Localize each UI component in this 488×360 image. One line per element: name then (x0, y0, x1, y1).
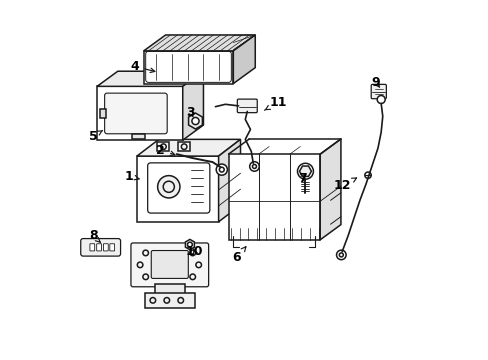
Text: 1: 1 (124, 170, 139, 183)
Text: 4: 4 (130, 60, 155, 73)
Text: 6: 6 (232, 247, 245, 264)
Circle shape (187, 242, 192, 247)
Polygon shape (218, 139, 240, 222)
Circle shape (216, 164, 227, 175)
Polygon shape (137, 139, 240, 156)
Polygon shape (178, 142, 190, 151)
Circle shape (249, 162, 259, 171)
Polygon shape (299, 166, 311, 176)
Polygon shape (143, 35, 255, 51)
Circle shape (191, 117, 199, 125)
Text: 3: 3 (186, 106, 195, 119)
Polygon shape (144, 293, 194, 307)
FancyBboxPatch shape (237, 99, 257, 113)
Bar (132, 134, 144, 139)
Circle shape (336, 250, 346, 260)
Circle shape (376, 95, 385, 103)
FancyBboxPatch shape (110, 244, 114, 251)
Bar (100, 109, 105, 118)
Polygon shape (137, 156, 218, 222)
Text: 10: 10 (185, 245, 203, 258)
Polygon shape (185, 239, 194, 250)
Polygon shape (228, 154, 320, 240)
Circle shape (157, 176, 180, 198)
FancyBboxPatch shape (370, 84, 386, 99)
FancyBboxPatch shape (81, 239, 121, 256)
Polygon shape (183, 71, 203, 140)
FancyBboxPatch shape (97, 244, 101, 251)
Text: 7: 7 (297, 171, 306, 185)
Polygon shape (97, 86, 183, 140)
FancyBboxPatch shape (147, 163, 209, 213)
Text: 11: 11 (264, 96, 286, 110)
Text: 2: 2 (156, 144, 175, 157)
Polygon shape (157, 142, 169, 151)
Polygon shape (155, 284, 184, 293)
Text: 9: 9 (371, 76, 380, 89)
Polygon shape (97, 71, 203, 86)
Text: 8: 8 (89, 229, 100, 242)
Polygon shape (143, 51, 233, 84)
Text: 5: 5 (88, 130, 102, 143)
Polygon shape (320, 139, 340, 240)
Polygon shape (233, 35, 255, 84)
Text: 12: 12 (333, 178, 356, 193)
FancyBboxPatch shape (151, 251, 188, 278)
FancyBboxPatch shape (90, 244, 95, 251)
FancyBboxPatch shape (104, 93, 167, 134)
FancyBboxPatch shape (131, 243, 208, 287)
FancyBboxPatch shape (103, 244, 108, 251)
Polygon shape (188, 113, 202, 129)
